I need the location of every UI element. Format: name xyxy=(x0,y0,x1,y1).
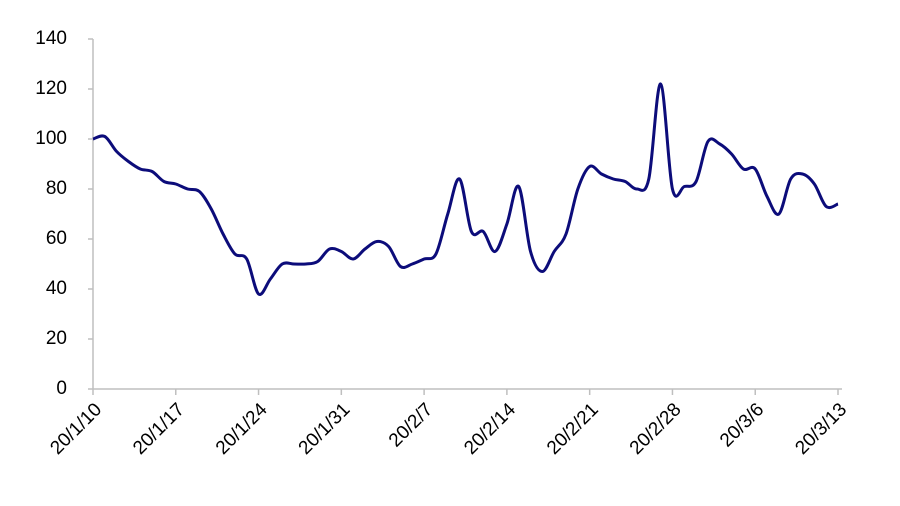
y-tick-label: 100 xyxy=(35,128,67,149)
x-tick-label: 20/1/31 xyxy=(295,399,355,459)
x-tick-label: 20/2/21 xyxy=(543,399,603,459)
x-tick-label: 20/2/14 xyxy=(460,399,520,459)
x-tick-label: 20/1/10 xyxy=(46,399,106,459)
y-tick-label: 40 xyxy=(46,278,67,299)
x-tick-label: 20/1/24 xyxy=(212,399,272,459)
x-tick-label: 20/2/28 xyxy=(626,399,686,459)
data-line xyxy=(92,82,839,297)
x-tick-label: 20/3/6 xyxy=(716,399,768,451)
y-tick-label: 120 xyxy=(35,78,67,99)
y-tick-label: 80 xyxy=(46,178,67,199)
x-tick-label: 20/3/13 xyxy=(791,399,851,459)
y-tick-label: 0 xyxy=(56,378,67,399)
y-tick-label: 20 xyxy=(46,328,67,349)
x-tick-label: 20/1/17 xyxy=(129,399,189,459)
x-tick-label: 20/2/7 xyxy=(385,399,437,451)
y-tick-label: 140 xyxy=(35,28,67,49)
y-tick-label: 60 xyxy=(46,228,67,249)
